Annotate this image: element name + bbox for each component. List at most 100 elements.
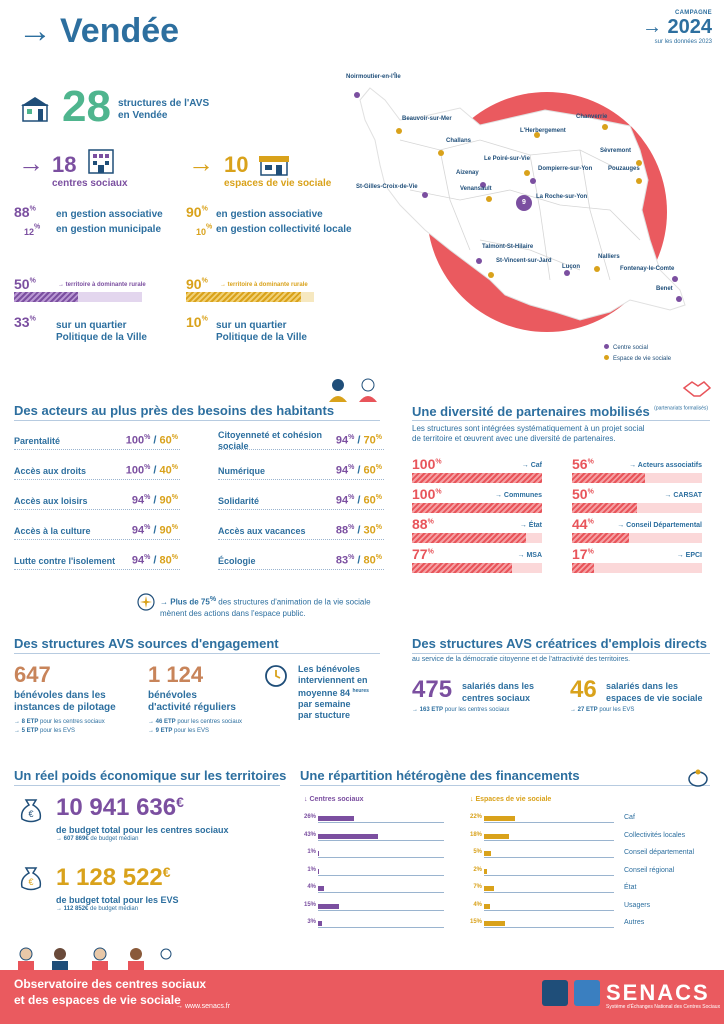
pct-sign: % [171,494,178,501]
roche-count-badge: 9 [516,195,532,211]
map-place-label: Benet [656,286,673,292]
footer-band [0,970,724,1024]
pct-sign: % [587,518,594,526]
fin-cs-axis [318,857,444,858]
pct-sign: % [348,554,355,561]
evs-coll-stat: 10% [196,223,213,237]
page-title: → Vendée [18,12,180,50]
clock-icon [265,665,287,687]
fin-cs-pct: 4% [307,884,316,890]
map-place-label: St-Gilles-Croix-de-Vie [356,184,418,190]
partner-pct: 77% [412,546,434,562]
cs-pct: 94 [335,464,349,477]
activity-label: Lutte contre l'isolement [14,556,116,566]
partner-label: → Conseil Départemental [617,522,702,529]
evs-assoc-stat: 90% [186,204,208,220]
pct-sign: % [171,524,178,531]
fin-evs-bar [484,833,510,839]
evs-employees-etp: → 27 ETP pour les EVS [570,707,635,713]
house-icon [21,97,49,122]
fin-evs-bar [484,868,487,874]
evs-pct: 90 [159,524,172,537]
pilotage-etp: → 8 ETP pour les centres sociaux → 5 ETP… [14,719,105,734]
partner-bar-fill [572,533,630,543]
fin-cs-bar [318,833,378,839]
pct-sign: % [348,464,355,471]
evs-qpv-label: sur un quartier Politique de la Ville [216,320,307,343]
evs-rural-stat: 90% [186,276,208,292]
map-place-label: Venansault [460,186,492,192]
evs-pct: 60 [159,434,172,447]
partner-pct: 100% [412,456,442,472]
activity-label: Solidarité [218,496,260,506]
activity-label: Parentalité [14,436,61,446]
pct-sign: % [375,434,382,441]
fcsf-logo-icon [574,980,600,1006]
fin-cs-pct: 26% [303,814,316,820]
fin-cs-pct: 3% [307,919,316,925]
activity-values: 94% / 90% [88,524,178,537]
partner-bar [412,503,542,513]
separator: / [354,434,364,447]
activity-values: 100% / 40% [88,464,178,477]
emplois-subtitle: au service de la démocratie citoyenne et… [412,656,631,663]
activity-label: Accès aux loisirs [14,496,88,506]
senacs-link[interactable]: → www.senacs.fr [176,1003,231,1010]
campaign-note: sur les données 2023 [654,39,712,45]
fin-cs-bar [318,903,339,909]
emplois-title: Des structures AVS créatrices d'emplois … [412,636,707,651]
regular-label: bénévoles d'activité réguliers [148,690,236,713]
partner-pct: 88% [412,516,434,532]
evs-median: → 112 852€ de budget médian [56,906,139,912]
piggy-bank-icon [688,769,708,787]
fin-evs-pct: 7% [473,884,482,890]
fin-cs-bar [318,886,324,891]
partner-bar-fill [572,503,637,513]
evs-employees-label: salariés dans les espaces de vie sociale [606,681,703,703]
partner-pct-value: 88 [412,516,428,532]
separator: / [150,554,160,567]
fin-cs-axis [318,822,444,823]
fin-cs-axis [318,892,444,893]
pct-sign: % [587,488,594,496]
partner-label: → EPCI [676,552,702,559]
partner-pct-value: 17 [572,546,588,562]
campaign-label: CAMPAGNE [675,10,712,16]
cs-pct: 100 [125,464,145,477]
evs-label: espaces de vie sociale [224,178,332,189]
fin-evs-pct: 18% [469,831,482,838]
cs-pct: 94 [131,524,145,537]
map-dot-evs [594,266,600,272]
partenaires-title: Une diversité de partenaires mobilisés (… [412,404,709,419]
separator: / [354,554,364,567]
map-dot-evs [488,272,494,278]
separator: / [150,494,160,507]
row-divider [218,509,384,510]
fin-cs-pct: 1% [307,866,316,873]
fin-evs-pct: 22% [469,814,482,820]
total-label: structures de l'AVS en Vendée [118,98,210,121]
partner-pct-value: 100 [412,456,436,472]
partner-bar-fill [412,563,513,573]
evs-count: 10 [224,152,249,177]
map-dot-cs [476,258,482,264]
pct-sign: % [144,524,151,531]
evs-budget: 1 128 522€ [56,864,171,891]
cs-qpv-label: sur un quartier Politique de la Ville [56,320,147,343]
evs-pct: 30 [363,524,376,537]
separator: / [354,524,364,537]
activity-label: Écologie [218,556,256,566]
separator: / [354,464,364,477]
regular-count: 1 124 [148,662,204,687]
evs-budget-label: de budget total pour les EVS [56,895,179,905]
campaign-block: CAMPAGNE → 2024 sur les données 2023 [642,10,712,45]
activity-values: 94% / 90% [88,494,178,507]
partner-pct: 50% [572,486,594,502]
cs-pct: 94 [131,494,145,507]
row-divider [14,479,180,480]
pct-sign: % [348,434,355,441]
pct-sign: % [171,554,178,561]
vendee-map [348,87,686,332]
pct-sign: % [375,524,382,531]
evs-pct: 80 [363,554,376,567]
